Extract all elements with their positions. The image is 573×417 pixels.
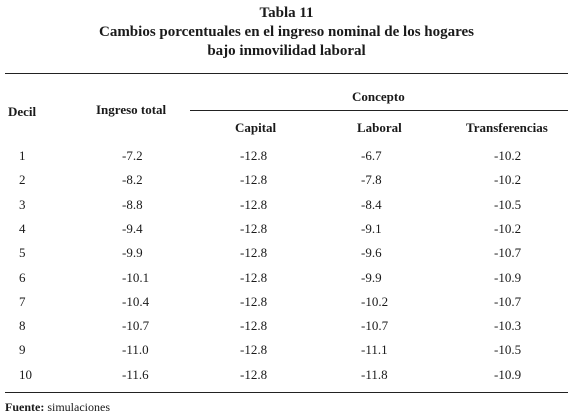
cell-transferencias: -10.2	[494, 172, 522, 188]
cell-ingreso-total: -9.9	[122, 245, 143, 261]
source-text: simulaciones	[47, 400, 110, 414]
cell-decil: 6	[19, 269, 26, 285]
cell-laboral: -7.8	[361, 172, 382, 188]
cell-decil: 2	[19, 172, 26, 188]
cell-decil: 5	[19, 245, 26, 261]
cell-transferencias: -10.7	[494, 293, 522, 309]
cell-capital: -12.8	[240, 148, 268, 163]
cell-ingreso-total: -10.1	[122, 269, 150, 285]
cell-capital: -12.8	[240, 196, 268, 212]
header-decil: Decil	[8, 104, 37, 119]
cell-capital: -12.8	[240, 293, 268, 309]
table-title-block: Tabla 11 Cambios porcentuales en el ingr…	[0, 0, 573, 61]
cell-capital: -12.8	[240, 172, 268, 188]
cell-decil: 4	[19, 220, 26, 236]
cell-ingreso-total: -11.6	[122, 366, 149, 382]
cell-capital: -12.8	[240, 245, 268, 261]
header-transferencias: Transferencias	[466, 120, 548, 135]
cell-laboral: -9.6	[361, 245, 382, 261]
top-rule	[5, 73, 568, 74]
cell-transferencias: -10.9	[494, 269, 522, 285]
cell-ingreso-total: -11.0	[122, 342, 149, 358]
cell-transferencias: -10.2	[494, 220, 522, 236]
cell-decil: 9	[19, 342, 26, 358]
cell-capital: -12.8	[240, 220, 268, 236]
cell-ingreso-total: -8.8	[122, 196, 143, 212]
cell-capital: -12.8	[240, 342, 268, 358]
cell-capital: -12.8	[240, 366, 268, 382]
cell-transferencias: -10.2	[494, 148, 522, 163]
header-concepto: Concepto	[352, 89, 405, 104]
cell-ingreso-total: -10.7	[122, 318, 150, 334]
cell-decil: 1	[19, 148, 26, 163]
cell-transferencias: -10.7	[494, 245, 522, 261]
cell-decil: 8	[19, 318, 26, 334]
cell-laboral: -8.4	[361, 196, 382, 212]
cell-transferencias: -10.9	[494, 366, 522, 382]
cell-decil: 10	[19, 366, 32, 382]
cell-laboral: -6.7	[361, 148, 382, 163]
cell-ingreso-total: -9.4	[122, 220, 143, 236]
header-ingreso-total: Ingreso total	[96, 102, 167, 117]
table-title: Cambios porcentuales en el ingreso nomin…	[98, 24, 475, 40]
cell-capital: -12.8	[240, 269, 268, 285]
cell-laboral: -11.8	[361, 366, 388, 382]
concepto-rule	[190, 110, 568, 111]
cell-decil: 7	[19, 293, 26, 309]
cell-laboral: -9.1	[361, 220, 382, 236]
cell-transferencias: -10.5	[494, 196, 522, 212]
cell-decil: 3	[19, 196, 26, 212]
table-number: Tabla 11	[259, 5, 314, 21]
source-note: Fuente: simulaciones	[5, 400, 110, 415]
cell-capital: -12.8	[240, 318, 268, 334]
header-capital: Capital	[235, 120, 277, 135]
bottom-rule	[5, 392, 568, 393]
cell-laboral: -9.9	[361, 269, 382, 285]
cell-ingreso-total: -10.4	[122, 293, 150, 309]
table-subtitle: bajo inmovilidad laboral	[207, 43, 366, 59]
source-label: Fuente:	[5, 400, 45, 414]
cell-ingreso-total: -7.2	[122, 148, 143, 163]
cell-transferencias: -10.3	[494, 318, 522, 334]
cell-laboral: -10.2	[361, 293, 389, 309]
cell-laboral: -11.1	[361, 342, 388, 358]
cell-laboral: -10.7	[361, 318, 389, 334]
cell-transferencias: -10.5	[494, 342, 522, 358]
cell-ingreso-total: -8.2	[122, 172, 143, 188]
header-laboral: Laboral	[357, 120, 402, 135]
